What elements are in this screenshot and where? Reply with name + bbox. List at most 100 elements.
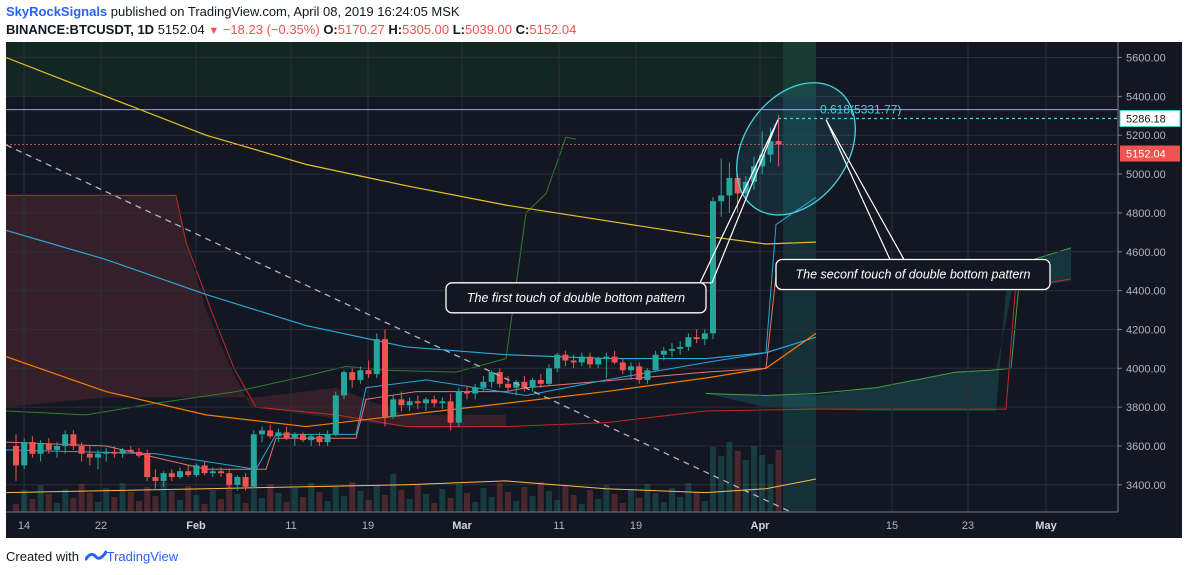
volume-bar — [242, 503, 249, 512]
volume-bar — [554, 500, 561, 512]
time-tick-label: 19 — [362, 520, 374, 532]
price-change: −18.23 (−0.35%) — [222, 22, 320, 37]
volume-bar — [595, 499, 602, 512]
candle-body — [455, 391, 462, 423]
candle-body — [37, 444, 44, 454]
volume-bar — [160, 482, 167, 512]
price-tick-label: 4000.00 — [1126, 363, 1166, 375]
tradingview-logo-icon[interactable] — [84, 549, 108, 566]
kijun-line — [5, 259, 817, 470]
volume-bar — [677, 497, 684, 512]
ema-100-line — [5, 229, 817, 360]
candle-body — [152, 477, 159, 481]
candle-body — [570, 360, 577, 363]
candle-body — [619, 362, 626, 371]
candle-body — [726, 177, 733, 196]
candle-body — [308, 436, 315, 441]
candle-body — [554, 354, 561, 369]
candle-body — [177, 471, 183, 478]
candle-body — [218, 471, 224, 474]
volume-bar — [693, 492, 700, 512]
candle-body — [193, 465, 200, 476]
candle-body — [136, 451, 142, 456]
candle-body — [316, 436, 323, 443]
candle-body — [111, 451, 118, 454]
low-value: 5039.00 — [465, 22, 513, 37]
volume-bar — [439, 489, 446, 512]
candle-body — [259, 430, 265, 435]
volume-bar — [13, 504, 19, 512]
candle-body — [439, 401, 446, 404]
annotation-text-2: The seconf touch of double bottom patter… — [796, 268, 1031, 282]
volume-bar — [562, 486, 569, 512]
price-tick-label: 5200.00 — [1126, 130, 1166, 142]
volume-bar — [21, 490, 28, 512]
volume-bar — [177, 500, 183, 512]
candle-body — [447, 401, 454, 423]
time-axis[interactable]: 14 22 Feb 11 19 Mar 11 19 Apr 15 23 May — [6, 511, 1182, 538]
symbol-line: BINANCE:BTCUSDT, 1D 5152.04 ▼ −18.23 (−0… — [6, 22, 576, 37]
annotation-box-1 — [445, 282, 707, 314]
volume-bar — [365, 500, 372, 512]
price-axis[interactable]: 5600.00 5400.00 5200.00 5000.00 4800.00 4600.… — [1117, 42, 1182, 512]
volume-bar — [710, 447, 716, 512]
candle-body — [283, 432, 290, 439]
candle-body — [168, 473, 175, 478]
candle-body — [529, 379, 536, 388]
volume-bar — [619, 503, 626, 512]
high-value: 5305.00 — [402, 22, 450, 37]
candle-body — [693, 337, 700, 340]
price-tick-label: 5400.00 — [1126, 91, 1166, 103]
volume-bar — [234, 494, 241, 512]
price-tick-label: 5600.00 — [1126, 53, 1166, 65]
price-tick-label: 4200.00 — [1126, 324, 1166, 336]
volume-bar — [283, 502, 290, 512]
volume-bar — [54, 503, 60, 512]
volume-bar — [201, 504, 208, 512]
volume-bar — [546, 491, 552, 512]
volume-bar — [357, 491, 364, 512]
volume-bar — [718, 456, 725, 512]
time-tick-label: Mar — [452, 520, 472, 532]
candle-body — [496, 372, 503, 384]
time-tick-label: 11 — [553, 520, 564, 532]
volume-bar — [751, 446, 757, 512]
volume-bar — [406, 499, 413, 512]
candle-body — [513, 381, 520, 388]
volume-bar — [685, 483, 692, 512]
volume-bar — [431, 503, 438, 512]
high-label: H: — [388, 22, 403, 37]
candle-body — [209, 471, 216, 474]
candle-body — [775, 141, 782, 145]
candle-body — [406, 401, 413, 406]
candle-body — [242, 477, 249, 487]
author-name[interactable]: SkyRockSignals — [6, 4, 108, 19]
volume-bar — [341, 496, 347, 512]
candle-body — [710, 201, 716, 334]
volume-bar — [29, 499, 36, 512]
candle-body — [144, 453, 151, 478]
candle-body — [464, 391, 470, 394]
candle-body — [578, 356, 585, 363]
candle-body — [349, 372, 356, 380]
candle-body — [62, 434, 69, 446]
price-tick-label: 5000.00 — [1126, 169, 1166, 181]
tradingview-brand[interactable]: TradingView — [106, 549, 179, 564]
candle-body — [423, 399, 429, 404]
candle-body — [275, 432, 282, 437]
volume-bar — [628, 489, 634, 512]
candle-body — [357, 370, 364, 380]
volume-bar — [529, 496, 536, 512]
price-chart[interactable]: 0.618(5331.77) The first touch of double … — [5, 42, 1182, 538]
volume-bar — [423, 494, 429, 512]
last-price-tag — [1120, 145, 1180, 162]
volume-bar — [701, 501, 708, 512]
price-tick-label: 4400.00 — [1126, 286, 1166, 298]
volume-bar — [209, 490, 216, 512]
candle-body — [185, 471, 192, 476]
candle-body — [595, 358, 602, 365]
price-tick-label: 4800.00 — [1126, 208, 1166, 220]
volume-bar — [603, 485, 610, 512]
close-value: 5152.04 — [529, 22, 577, 37]
chart-area[interactable]: 0.618(5331.77) The first touch of double … — [5, 42, 1182, 538]
